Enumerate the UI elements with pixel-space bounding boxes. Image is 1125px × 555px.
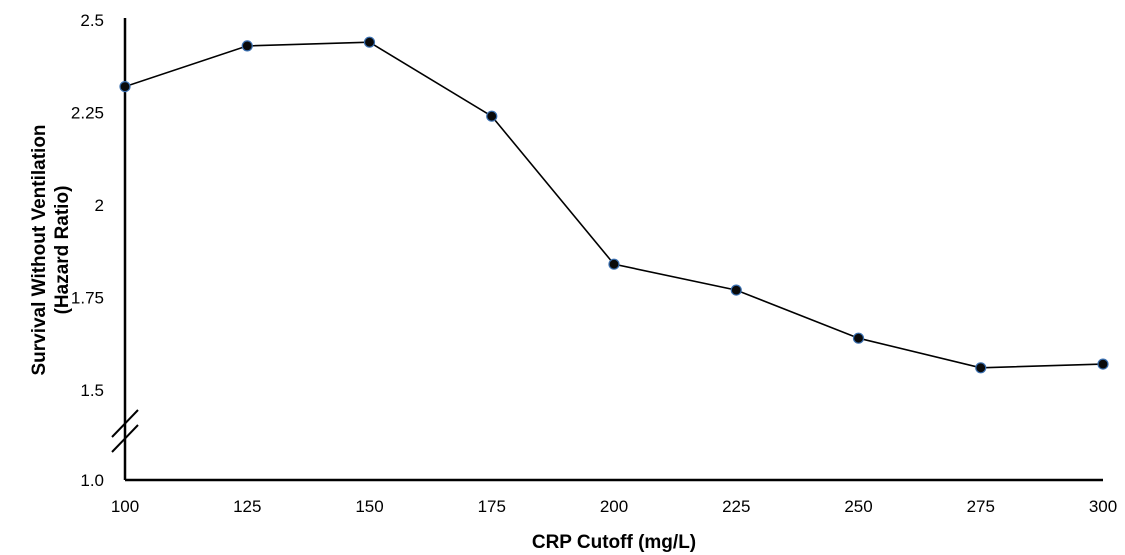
x-tick-label: 300 xyxy=(1089,497,1117,516)
data-point xyxy=(852,332,865,344)
x-tick-label: 100 xyxy=(111,497,139,516)
y-tick-label: 2 xyxy=(95,196,104,215)
x-tick-label: 150 xyxy=(355,497,383,516)
data-point xyxy=(975,362,987,374)
y-axis-title-line2: (Hazard Ratio) xyxy=(52,186,73,315)
data-point xyxy=(119,80,131,93)
x-axis-title: CRP Cutoff (mg/L) xyxy=(532,532,696,553)
data-point xyxy=(1097,358,1109,370)
x-tick-label: 125 xyxy=(233,497,261,516)
x-tick-labels: 100 125 150 175 200 225 250 275 300 xyxy=(111,497,1117,516)
x-tick-label: 225 xyxy=(722,497,750,516)
x-tick-label: 175 xyxy=(478,497,506,516)
y-tick-label: 1.0 xyxy=(80,471,104,490)
x-tick-label: 275 xyxy=(967,497,995,516)
y-tick-label: 2.25 xyxy=(71,104,104,123)
y-tick-label: 1.75 xyxy=(71,289,104,308)
y-tick-label: 2.5 xyxy=(80,11,104,30)
data-point xyxy=(486,110,498,122)
y-tick-label: 1.5 xyxy=(80,381,104,400)
axis-break-mark-lower xyxy=(111,424,139,453)
x-tick-label: 250 xyxy=(844,497,872,516)
axis-break-mark-upper xyxy=(111,409,139,438)
data-point xyxy=(363,36,376,48)
y-axis-title-line1: Survival Without Ventilation xyxy=(29,124,50,375)
x-tick-label: 200 xyxy=(600,497,628,516)
data-point xyxy=(241,40,253,52)
axes xyxy=(111,18,1103,482)
series-group xyxy=(119,36,1109,374)
series-line xyxy=(124,41,1104,369)
y-tick-labels: 2.5 2.25 2 1.75 1.5 1.0 xyxy=(71,11,104,490)
data-point xyxy=(730,284,742,296)
data-point xyxy=(608,258,620,270)
